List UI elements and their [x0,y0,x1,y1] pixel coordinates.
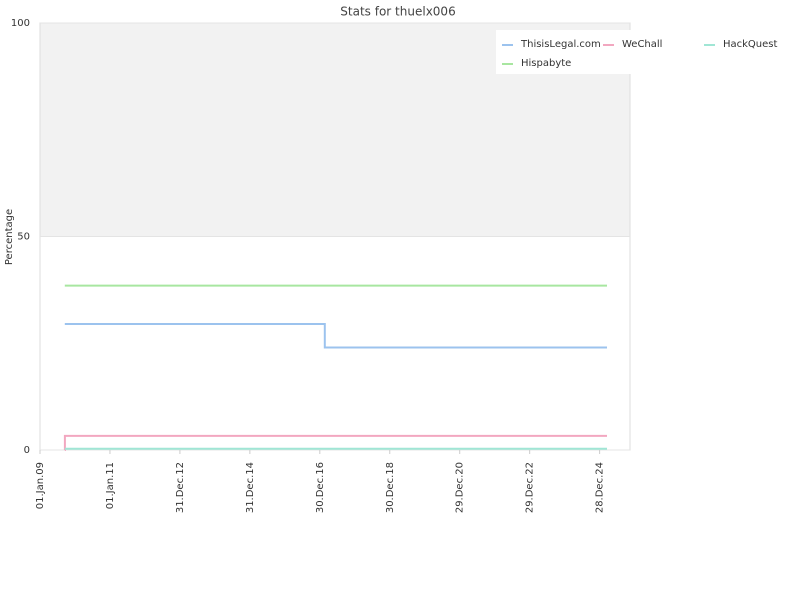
x-tick-label: 31.Dec.12 [175,462,186,513]
legend-label: Hispabyte [521,58,571,69]
legend-box [496,30,636,74]
x-tick-label: 30.Dec.16 [315,462,326,513]
x-tick-label: 30.Dec.18 [385,462,396,513]
x-tick-label: 29.Dec.20 [455,462,466,513]
x-tick-label: 01.Jan.09 [35,462,46,509]
series-line [64,323,607,349]
y-tick-label: 50 [17,232,30,243]
series-line [63,434,607,451]
y-axis-label: Percentage [4,209,15,265]
y-tick-label: 0 [24,445,30,456]
x-tick-label: 01.Jan.11 [105,462,116,509]
legend: ThisisLegal.com WeChall HackQuest Hispabyte [496,30,778,74]
y-tick-label: 100 [11,18,30,29]
x-tick-label: 31.Dec.14 [245,462,256,513]
x-tick-label: 29.Dec.22 [525,462,536,513]
legend-label: HackQuest [723,39,778,50]
x-tick-label: 28.Dec.24 [595,462,606,513]
chart-title: Stats for thuelx006 [340,5,455,19]
legend-label: ThisisLegal.com [520,39,601,50]
legend-label: WeChall [622,39,662,50]
